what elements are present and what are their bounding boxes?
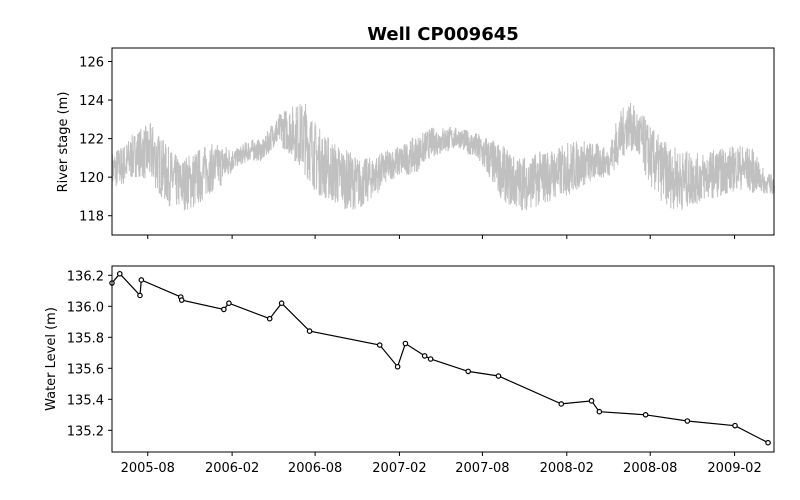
water-level-y-label: Water Level (m) bbox=[44, 307, 59, 411]
water-level-y-tick-label: 135.2 bbox=[67, 424, 104, 439]
water-level-point bbox=[221, 306, 227, 313]
river-stage-y-tick-label: 120 bbox=[79, 171, 104, 186]
water-level-plot-area bbox=[109, 270, 771, 446]
water-level-point bbox=[116, 270, 123, 277]
date-x-tick-label: 2006-02 bbox=[205, 461, 259, 476]
water-level-point bbox=[558, 401, 565, 407]
water-level-point bbox=[402, 340, 409, 347]
water-level-point bbox=[427, 356, 434, 362]
river-stage-series bbox=[111, 102, 775, 211]
water-level-y-tick-label: 135.8 bbox=[67, 331, 104, 346]
water-level-point bbox=[137, 292, 143, 299]
water-level-point bbox=[495, 373, 502, 379]
water-level-y-tick-label: 136.0 bbox=[67, 300, 104, 315]
date-x-axis: 2005-08 2006-02 2006-08 2007-02 2007-08 2008-… bbox=[121, 452, 762, 476]
date-x-tick-label: 2008-02 bbox=[540, 461, 594, 476]
water-level-point bbox=[684, 418, 691, 424]
date-x-tick-label: 2008-08 bbox=[623, 461, 677, 476]
river-stage-y-tick-label: 124 bbox=[79, 94, 104, 109]
river-stage-plot-area bbox=[111, 102, 775, 211]
river-stage-y-axis: 118 120 122 124 126 bbox=[79, 55, 112, 225]
date-x-tick-label: 2007-08 bbox=[455, 461, 509, 476]
river-stage-panel: 118 120 122 124 126 River stage (m) bbox=[56, 47, 775, 239]
water-level-series-line bbox=[111, 272, 769, 444]
date-x-tick-label: 2005-08 bbox=[121, 461, 175, 476]
river-stage-y-tick-label: 126 bbox=[79, 55, 104, 70]
water-level-point bbox=[138, 277, 145, 283]
date-x-tick-label: 2006-08 bbox=[288, 461, 342, 476]
water-level-point bbox=[178, 297, 185, 303]
date-x-tick-label: 2009-02 bbox=[707, 461, 761, 476]
water-level-point bbox=[226, 300, 232, 307]
river-stage-y-label: River stage (m) bbox=[56, 92, 71, 193]
water-level-point bbox=[596, 408, 603, 415]
water-level-y-tick-label: 136.2 bbox=[67, 269, 104, 284]
water-level-point bbox=[278, 300, 285, 307]
water-level-frame bbox=[111, 265, 775, 453]
water-level-point bbox=[421, 353, 428, 359]
river-stage-y-tick-label: 122 bbox=[79, 133, 104, 148]
water-level-y-tick-label: 135.4 bbox=[67, 393, 104, 408]
water-level-point bbox=[266, 315, 273, 322]
water-level-point bbox=[642, 411, 649, 418]
water-level-point bbox=[765, 439, 771, 446]
water-level-point bbox=[588, 398, 595, 404]
water-level-y-axis: 135.2 135.4 135.6 135.8 136.0 136.2 bbox=[67, 269, 112, 439]
date-x-tick-label: 2007-02 bbox=[372, 461, 426, 476]
river-stage-frame bbox=[111, 47, 775, 236]
chart-title: Well CP009645 bbox=[367, 24, 519, 45]
river-stage-y-tick-label: 118 bbox=[79, 210, 104, 225]
water-level-point bbox=[306, 328, 313, 334]
water-level-point bbox=[465, 368, 472, 375]
water-level-point bbox=[376, 342, 383, 348]
water-level-y-tick-label: 135.6 bbox=[67, 362, 104, 377]
water-level-point bbox=[732, 422, 738, 429]
water-level-point bbox=[394, 363, 401, 370]
river-stage-x-ticks bbox=[147, 235, 736, 239]
